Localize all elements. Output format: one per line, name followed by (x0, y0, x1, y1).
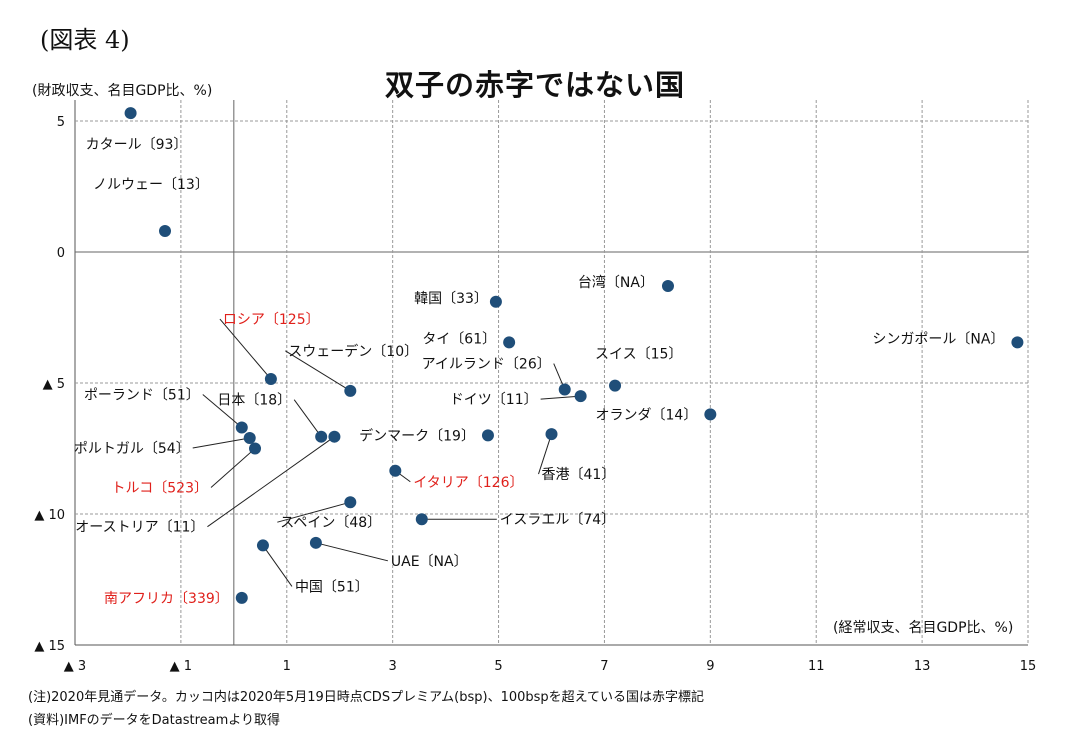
point-leader-line (285, 350, 351, 392)
point-label: アイルランド〔26〕 (422, 357, 551, 373)
data-point (243, 432, 256, 445)
data-point (344, 384, 357, 397)
point-leader-line (538, 433, 552, 475)
x-tick-label: 5 (494, 659, 502, 674)
point-label: 中国〔51〕 (295, 579, 369, 595)
data-point (558, 383, 571, 396)
point-label: オランダ〔14〕 (596, 407, 698, 423)
y-tick-label: 0 (57, 246, 65, 261)
y-tick-label: ▲ 10 (34, 508, 65, 523)
x-tick-label: 15 (1020, 659, 1037, 674)
data-point (574, 390, 587, 403)
chart-note: (注)2020年見通データ。カッコ内は2020年5月19日時点CDSプレミアム(… (28, 690, 705, 705)
point-label: 韓国〔33〕 (414, 291, 488, 307)
point-label: トルコ〔523〕 (112, 480, 208, 496)
point-leader-line (207, 436, 335, 528)
data-point (124, 107, 137, 120)
grid-layer (74, 100, 1029, 646)
point-label: 南アフリカ〔339〕 (104, 591, 229, 607)
point-label: 香港〔41〕 (542, 467, 616, 483)
point-label: スペイン〔48〕 (280, 515, 381, 531)
data-point (264, 373, 277, 386)
x-tick-label: 13 (914, 659, 931, 674)
point-leader-line (293, 399, 322, 437)
x-tick-label: 1 (283, 659, 291, 674)
tick-layer: 50▲ 5▲ 10▲ 15▲ 3 ▲ 1 1 3 5 7 9 11 13 15 (34, 115, 1036, 674)
point-leader-line (210, 448, 256, 488)
data-point (344, 496, 357, 509)
data-point (415, 513, 428, 526)
y-tick-label: 5 (57, 115, 65, 130)
point-layer (124, 107, 1024, 604)
point-label: スウェーデン〔10〕 (288, 343, 418, 360)
point-label: カタール〔93〕 (86, 137, 188, 153)
point-label: UAE〔NA〕 (391, 554, 468, 570)
y-tick-label: ▲ 5 (43, 377, 65, 392)
point-leader-line (219, 318, 272, 380)
x-tick-label: 7 (600, 659, 608, 674)
data-point (545, 428, 558, 441)
point-label: ドイツ〔11〕 (450, 392, 538, 408)
data-point (389, 464, 402, 477)
point-label: 台湾〔NA〕 (578, 274, 654, 291)
point-leader-line (540, 395, 581, 400)
data-point (249, 442, 262, 455)
point-label: ノルウェー〔13〕 (93, 177, 209, 193)
point-label: オーストリア〔11〕 (75, 520, 204, 536)
data-point (489, 295, 502, 308)
x-tick-label: ▲ 3 (64, 659, 86, 674)
x-tick-label: ▲ 1 (170, 659, 192, 674)
y-axis-label: (財政収支、名目GDP比、%) (32, 83, 213, 99)
point-leader-line (202, 394, 243, 428)
data-point (235, 421, 248, 434)
y-tick-label: ▲ 15 (34, 639, 65, 654)
point-leader-line (277, 501, 351, 523)
data-point (309, 536, 322, 549)
chart-source: (資料)IMFのデータをDatastreamより取得 (28, 713, 281, 728)
x-tick-label: 9 (706, 659, 714, 674)
point-label: ロシア〔125〕 (223, 312, 320, 328)
connector-layer (192, 318, 581, 587)
data-point (661, 280, 674, 293)
data-point (609, 379, 622, 392)
point-label: スイス〔15〕 (595, 347, 682, 363)
data-point (256, 539, 269, 552)
point-label: ポルトガル〔54〕 (74, 441, 190, 457)
x-tick-label: 11 (808, 659, 825, 674)
data-point (704, 408, 717, 421)
point-label: イタリア〔126〕 (413, 475, 523, 491)
data-point (315, 430, 328, 443)
data-point (328, 430, 341, 443)
data-point (159, 225, 172, 238)
point-label: タイ〔61〕 (422, 331, 496, 347)
x-axis-label: (経常収支、名目GDP比、%) (833, 620, 1014, 636)
point-leader-line (262, 545, 293, 587)
point-leader-line (315, 542, 389, 562)
label-layer: カタール〔93〕ノルウェー〔13〕韓国〔33〕 台湾〔NA〕シンガポール〔NA〕 ロ… (74, 137, 1005, 607)
x-tick-label: 3 (389, 659, 397, 674)
data-point (481, 429, 494, 442)
point-label: デンマーク〔19〕 (359, 427, 475, 444)
point-label: ポーランド〔51〕 (84, 388, 200, 404)
point-label: 日本〔18〕 (217, 393, 291, 409)
data-point (235, 591, 248, 604)
data-point (1011, 336, 1024, 349)
point-label: イスラエル〔74〕 (500, 512, 615, 528)
data-point (503, 336, 516, 349)
scatter-chart: カタール〔93〕ノルウェー〔13〕韓国〔33〕 台湾〔NA〕シンガポール〔NA〕 ロ… (34, 100, 1036, 674)
figure-label: (図表 4) (40, 26, 130, 54)
chart-title: 双子の赤字ではない国 (385, 68, 686, 102)
point-leader-line (192, 437, 250, 449)
point-label: シンガポール〔NA〕 (872, 331, 1004, 347)
